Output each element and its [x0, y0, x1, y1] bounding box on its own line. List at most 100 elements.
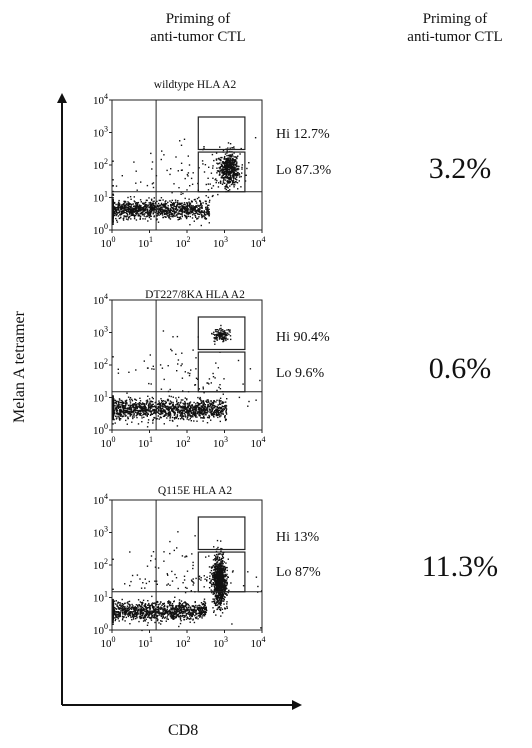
event-dot — [170, 607, 173, 609]
event-dot — [118, 417, 121, 419]
event-dot — [150, 413, 153, 415]
event-dot — [184, 211, 186, 213]
event-dot — [148, 612, 151, 615]
event-dot — [208, 414, 210, 417]
event-dot — [194, 413, 196, 415]
event-dot — [158, 405, 160, 408]
event-dot — [229, 181, 231, 183]
event-dot — [151, 210, 153, 212]
event-dot — [227, 187, 229, 189]
event-dot — [235, 165, 238, 168]
event-dot — [182, 610, 184, 613]
event-dot — [165, 406, 167, 408]
event-dot — [130, 607, 132, 609]
event-dot — [226, 398, 228, 400]
event-dot — [204, 404, 207, 406]
event-dot — [175, 156, 177, 158]
event-dot — [117, 203, 119, 206]
event-dot — [172, 410, 174, 412]
event-dot — [193, 412, 195, 414]
event-dot — [195, 205, 197, 207]
event-dot — [198, 407, 200, 410]
event-dot — [189, 411, 191, 413]
event-dot — [222, 408, 224, 410]
event-dot — [148, 402, 151, 404]
event-dot — [205, 202, 207, 205]
event-dot — [159, 413, 161, 415]
event-dot — [217, 331, 219, 333]
event-dot — [115, 615, 117, 617]
event-dot — [248, 400, 250, 403]
event-dot — [158, 212, 160, 214]
event-dot — [132, 616, 134, 618]
event-dot — [170, 406, 172, 408]
event-dot — [176, 215, 178, 217]
event-dot — [225, 160, 227, 163]
event-dot — [181, 202, 183, 204]
event-dot — [229, 179, 231, 181]
event-dot — [191, 605, 193, 607]
event-dot — [125, 209, 127, 211]
event-dot — [137, 209, 139, 212]
event-dot — [167, 212, 169, 214]
event-dot — [160, 407, 162, 409]
event-dot — [193, 420, 195, 422]
event-dot — [224, 168, 226, 170]
event-dot — [173, 412, 176, 414]
event-dot — [164, 403, 166, 405]
event-dot — [148, 403, 150, 405]
event-dot — [149, 404, 152, 406]
event-dot — [166, 616, 168, 618]
event-dot — [122, 410, 124, 412]
event-dot — [130, 608, 133, 610]
event-dot — [224, 407, 226, 409]
event-dot — [173, 609, 176, 611]
event-dot — [183, 616, 185, 619]
event-dot — [191, 404, 193, 406]
event-dot — [181, 615, 184, 617]
event-dot — [225, 158, 228, 160]
event-dot — [125, 207, 127, 209]
event-dot — [140, 206, 142, 209]
event-dot — [207, 399, 209, 401]
event-dot — [171, 607, 174, 610]
event-dot — [223, 408, 226, 411]
event-dot — [115, 603, 117, 605]
event-dot — [143, 210, 145, 212]
x-tick-label: 101 — [138, 435, 153, 450]
event-dot — [210, 419, 212, 421]
event-dot — [169, 612, 172, 614]
event-dot — [178, 606, 180, 608]
event-dot — [144, 202, 146, 204]
event-dot — [142, 617, 144, 619]
event-dot — [199, 609, 202, 611]
event-dot — [235, 164, 237, 167]
event-dot — [210, 172, 213, 174]
event-dot — [152, 403, 154, 405]
event-dot — [141, 606, 143, 609]
event-dot — [126, 602, 128, 604]
event-dot — [231, 167, 234, 169]
event-dot — [224, 186, 226, 188]
event-dot — [232, 174, 234, 176]
event-dot — [135, 604, 138, 606]
event-dot — [143, 616, 145, 619]
event-dot — [230, 154, 233, 156]
event-dot — [229, 143, 232, 145]
event-dot — [179, 614, 182, 617]
event-dot — [127, 612, 129, 615]
event-dot — [160, 408, 162, 410]
event-dot — [135, 206, 137, 208]
event-dot — [227, 142, 230, 144]
event-dot — [193, 605, 195, 608]
event-dot — [207, 213, 209, 216]
event-dot — [127, 601, 129, 603]
event-dot — [118, 607, 120, 609]
event-dot — [219, 400, 221, 403]
event-dot — [145, 613, 147, 615]
event-dot — [175, 416, 177, 419]
event-dot — [187, 611, 189, 614]
event-dot — [137, 599, 140, 601]
event-dot — [149, 606, 151, 608]
event-dot — [221, 171, 224, 173]
